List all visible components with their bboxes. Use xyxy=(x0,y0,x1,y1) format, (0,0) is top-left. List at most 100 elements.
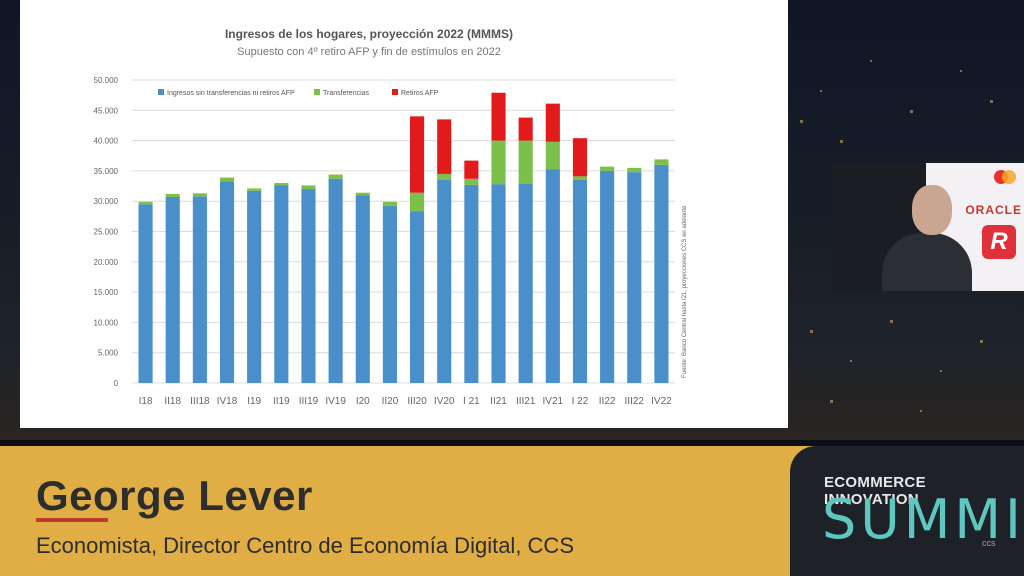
bar-segment-base xyxy=(464,184,479,383)
bar-segment-transfers xyxy=(491,140,506,185)
x-tick-label: II22 xyxy=(599,396,616,407)
bar-segment-base xyxy=(410,211,425,383)
x-tick-label: I 21 xyxy=(463,396,480,407)
bar-segment-transfers xyxy=(464,178,479,185)
bar-segment-transfers xyxy=(165,193,180,197)
bar-segment-afp xyxy=(410,116,425,193)
bar-segment-base xyxy=(654,164,669,383)
legend-swatch xyxy=(158,89,164,95)
legend-label: Retiros AFP xyxy=(401,90,439,97)
x-tick-label: I 22 xyxy=(572,396,589,407)
stacked-bar-chart: Ingresos de los hogares, proyección 2022… xyxy=(94,27,688,407)
x-tick-label: II19 xyxy=(273,396,290,407)
x-tick-label: III19 xyxy=(299,396,319,407)
bar-segment-afp xyxy=(545,103,560,142)
speaker-title: Economista, Director Centro de Economía … xyxy=(36,533,574,558)
event-logo-top-text: ECOMMERCE INNOVATION xyxy=(824,474,926,508)
x-tick-label: IV18 xyxy=(217,396,238,407)
x-tick-label: II18 xyxy=(164,396,181,407)
bar-segment-afp xyxy=(491,92,506,141)
bar-segment-transfers xyxy=(627,167,642,173)
y-tick-label: 50.000 xyxy=(94,76,119,85)
city-lights-decoration xyxy=(800,60,993,412)
bar-segment-base xyxy=(138,204,153,383)
bar-segment-transfers xyxy=(138,201,153,205)
bar-segment-base xyxy=(491,184,506,383)
bar-segment-base xyxy=(192,196,207,383)
x-tick-label: I19 xyxy=(247,396,261,407)
bar-segment-transfers xyxy=(437,173,452,180)
bar-segment-base xyxy=(219,181,235,383)
legend-label: Ingresos sin transferencias ni retiros A… xyxy=(167,90,295,97)
y-tick-label: 0 xyxy=(114,379,119,388)
x-tick-label: IV19 xyxy=(325,396,346,407)
y-tick-label: 5.000 xyxy=(98,349,119,358)
mastercard-logo xyxy=(994,170,1016,184)
source-note: Fuente: Banco Central hasta I21, proyecc… xyxy=(682,205,688,378)
bar-segment-transfers xyxy=(301,185,316,190)
bar-segment-base xyxy=(328,178,343,383)
x-tick-label: IV20 xyxy=(434,396,455,407)
x-tick-label: III18 xyxy=(190,396,210,407)
bar-segment-base xyxy=(572,179,588,383)
bar-segment-base xyxy=(518,183,533,383)
x-tick-label: IV22 xyxy=(651,396,672,407)
bar-segment-transfers xyxy=(382,201,397,207)
legend-swatch xyxy=(392,89,398,95)
bar-segment-afp xyxy=(437,119,452,174)
bar-segment-transfers xyxy=(654,159,669,165)
bar-segment-afp xyxy=(464,160,479,179)
bar-segment-base xyxy=(274,185,289,383)
x-tick-label: I18 xyxy=(139,396,153,407)
bar-segment-base xyxy=(627,172,642,383)
chart-subtitle: Supuesto con 4º retiro AFP y fin de estí… xyxy=(237,46,501,58)
bar-segment-transfers xyxy=(247,188,262,191)
y-tick-label: 25.000 xyxy=(94,228,119,237)
y-tick-label: 45.000 xyxy=(94,106,119,115)
event-logo-panel xyxy=(790,446,1024,576)
event-logo-main-text: SUMMIT xyxy=(822,488,1024,551)
x-tick-label: III22 xyxy=(625,396,645,407)
y-tick-label: 30.000 xyxy=(94,197,119,206)
y-tick-label: 15.000 xyxy=(94,288,119,297)
event-logo-sub-text: ccs xyxy=(982,538,996,548)
bar-segment-transfers xyxy=(572,176,588,180)
bar-segment-transfers xyxy=(545,141,560,170)
bar-segment-base xyxy=(165,196,180,383)
y-tick-label: 40.000 xyxy=(94,137,119,146)
x-tick-label: I20 xyxy=(356,396,370,407)
bar-segment-base xyxy=(382,206,397,383)
speaker-video-inset: ORACLE R xyxy=(832,163,1024,291)
bar-segment-base xyxy=(437,179,452,383)
y-tick-label: 10.000 xyxy=(94,318,119,327)
bar-segment-afp xyxy=(572,138,588,177)
speaker-body xyxy=(882,233,972,291)
bar-segment-transfers xyxy=(219,177,235,182)
speaker-head xyxy=(912,185,952,235)
bar-segment-base xyxy=(247,190,262,383)
bar-segment-transfers xyxy=(410,192,425,212)
sponsor-logo-r: R xyxy=(982,225,1016,259)
bar-segment-transfers xyxy=(192,193,207,197)
y-tick-label: 20.000 xyxy=(94,258,119,267)
x-tick-label: III21 xyxy=(516,396,536,407)
bar-segment-transfers xyxy=(600,166,615,171)
x-tick-label: II20 xyxy=(382,396,399,407)
bar-segment-base xyxy=(545,169,560,383)
bar-segment-base xyxy=(600,170,615,383)
y-tick-label: 35.000 xyxy=(94,167,119,176)
presentation-slide: Ingresos de los hogares, proyección 2022… xyxy=(20,0,788,428)
x-tick-label: III20 xyxy=(407,396,427,407)
speaker-name: George Lever xyxy=(36,472,313,519)
bar-segment-transfers xyxy=(274,183,289,186)
bar-segment-base xyxy=(301,189,316,383)
bar-segment-transfers xyxy=(328,174,343,179)
bar-segment-base xyxy=(355,195,370,383)
x-tick-label: II21 xyxy=(490,396,507,407)
bar-segment-transfers xyxy=(355,192,370,196)
bar-segment-transfers xyxy=(518,140,533,184)
x-tick-label: IV21 xyxy=(543,396,564,407)
legend-swatch xyxy=(314,89,320,95)
name-underline-accent xyxy=(36,518,108,522)
legend-label: Transferencias xyxy=(323,90,370,97)
